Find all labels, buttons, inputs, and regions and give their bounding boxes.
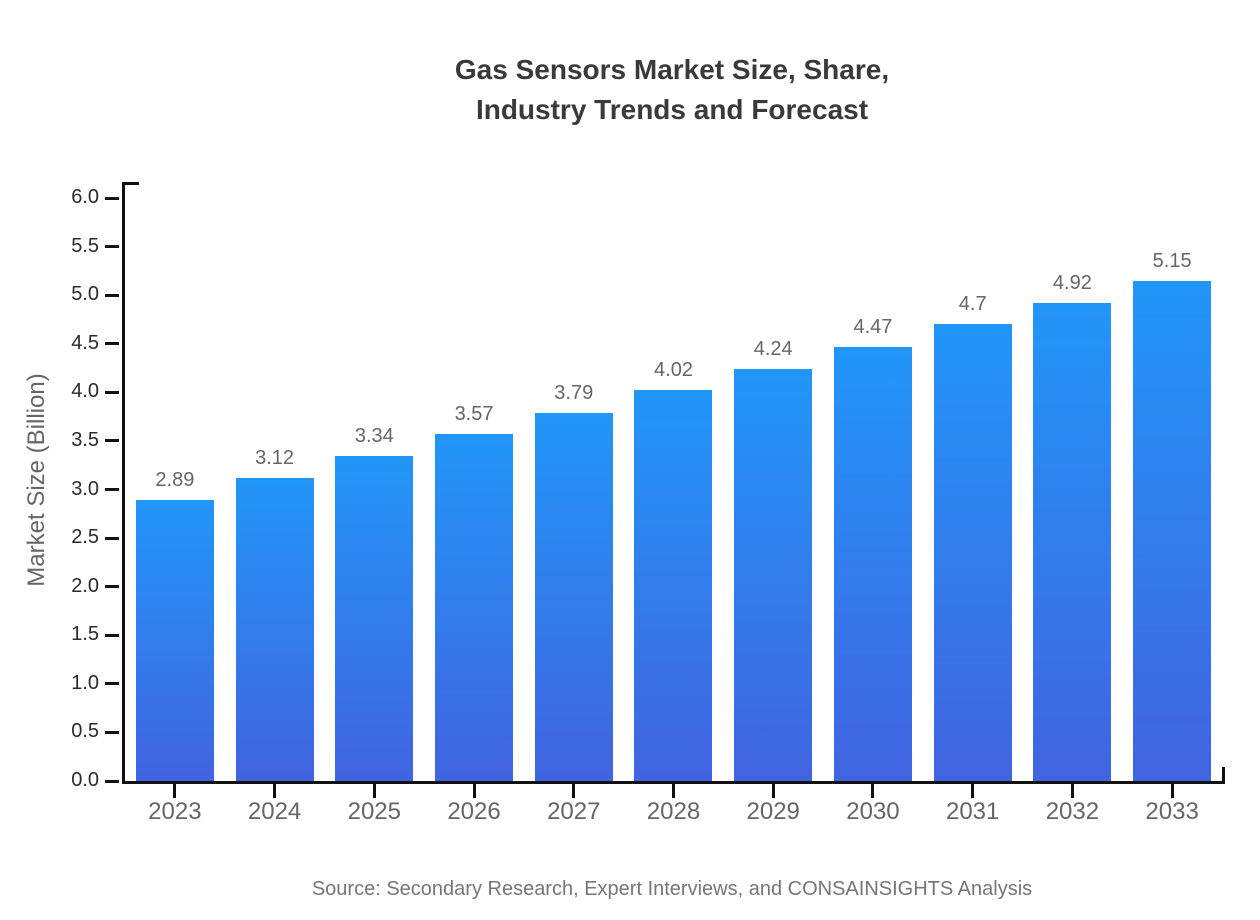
plot-area: 0.0 0.5 1.0 1.5 2.0 2.5 3.0 3.5 4.0 4.5 5.0 5.5 6.0 2… xyxy=(71,182,1225,825)
x-tick-label: 2026 xyxy=(447,798,501,825)
bar-value-label: 4.92 xyxy=(1052,271,1092,294)
chart-title-line-2: Industry Trends and Forecast xyxy=(475,94,869,125)
x-tick-label: 2031 xyxy=(945,798,1000,825)
y-tick-mark xyxy=(105,342,119,346)
bar-value-label: 3.57 xyxy=(454,403,494,426)
x-tick-label: 2032 xyxy=(1045,798,1100,825)
bar-band: 4.24 xyxy=(723,182,823,781)
y-tick-label: 0.5 xyxy=(71,720,99,743)
bar-band: 3.34 xyxy=(324,182,424,781)
bar-value-label: 4.24 xyxy=(753,338,793,361)
bar-value-label: 4.02 xyxy=(654,359,693,382)
x-tick-label: 2030 xyxy=(846,798,900,825)
y-tick-mark xyxy=(105,585,119,589)
bar-band: 4.92 xyxy=(1023,182,1123,781)
bar-value-label: 2.89 xyxy=(155,469,195,492)
x-tick-label: 2025 xyxy=(347,798,401,825)
bar-2025 xyxy=(335,456,414,781)
y-tick-label: 4.5 xyxy=(71,331,99,354)
x-tick-mark xyxy=(173,784,177,798)
y-tick-mark xyxy=(105,536,119,540)
x-tick-mark xyxy=(971,784,975,798)
y-axis-end-cap xyxy=(125,182,139,185)
bar-band: 4.47 xyxy=(823,182,923,781)
x-tick-label: 2028 xyxy=(646,798,701,825)
y-tick-label: 0.0 xyxy=(71,769,99,791)
y-tick-label: 1.5 xyxy=(71,623,99,646)
bar-band: 2.89 xyxy=(125,182,225,781)
x-tick-label: 2027 xyxy=(547,798,601,825)
y-tick-mark xyxy=(105,245,119,249)
chart-title-line-1: Gas Sensors Market Size, Share, xyxy=(454,54,890,85)
bar-band: 3.57 xyxy=(424,182,524,781)
y-tick-mark xyxy=(105,779,119,783)
y-tick-label: 3.5 xyxy=(71,428,99,451)
x-tick-mark xyxy=(472,784,476,798)
bar-band: 4.7 xyxy=(923,182,1023,781)
y-tick-label: 3.0 xyxy=(71,477,99,500)
y-tick-mark xyxy=(105,488,119,491)
bar-value-label: 3.12 xyxy=(255,446,295,469)
y-tick-label: 2.5 xyxy=(71,526,99,549)
y-tick-label: 2.0 xyxy=(71,574,99,597)
x-tick-mark xyxy=(672,784,675,798)
y-tick-mark xyxy=(105,730,119,734)
chart-title: Gas Sensors Market Size, Share, Industry… xyxy=(122,50,1222,130)
bar-value-label: 5.15 xyxy=(1152,249,1192,272)
x-tick-mark xyxy=(1070,784,1074,798)
bar-value-label: 4.47 xyxy=(853,315,893,338)
y-tick-mark xyxy=(105,633,119,637)
y-tick-mark xyxy=(105,682,119,686)
x-tick-label: 2033 xyxy=(1145,798,1199,825)
bar-2030 xyxy=(833,346,912,781)
bar-2033 xyxy=(1133,280,1212,781)
x-tick-mark xyxy=(871,784,875,798)
bar-band: 3.12 xyxy=(225,182,325,781)
bar-value-label: 3.79 xyxy=(554,381,594,404)
y-tick-label: 5.5 xyxy=(71,234,99,257)
y-tick-label: 5.0 xyxy=(71,283,99,306)
y-tick-label: 4.0 xyxy=(71,380,99,403)
bar-2027 xyxy=(534,412,613,781)
x-tick-label: 2023 xyxy=(148,798,202,825)
y-tick-mark xyxy=(105,439,119,443)
bar-band: 4.02 xyxy=(624,182,724,781)
bar-value-label: 4.7 xyxy=(958,293,987,316)
x-tick-mark xyxy=(771,784,775,798)
bar-2026 xyxy=(435,434,514,781)
x-tick-mark xyxy=(572,784,576,798)
source-text: Source: Secondary Research, Expert Inter… xyxy=(311,878,1033,900)
x-tick-label: 2029 xyxy=(746,798,800,825)
x-tick-mark xyxy=(372,784,376,798)
y-tick-mark xyxy=(105,390,119,394)
bar-2024 xyxy=(235,477,314,781)
bar-2023 xyxy=(135,500,214,781)
y-tick-label: 6.0 xyxy=(71,186,99,208)
y-tick-label: 1.0 xyxy=(71,671,99,694)
bar-band: 5.15 xyxy=(1122,182,1222,781)
bar-band: 3.79 xyxy=(524,182,624,781)
x-tick-mark xyxy=(273,784,277,798)
y-tick-mark xyxy=(105,196,119,200)
bar-2029 xyxy=(734,369,813,781)
y-tick-mark xyxy=(105,293,119,297)
x-tick-mark xyxy=(1170,784,1174,798)
bar-2032 xyxy=(1033,302,1112,781)
bar-value-label: 3.34 xyxy=(354,425,394,448)
bar-2028 xyxy=(634,390,713,781)
bar-2031 xyxy=(933,324,1012,781)
x-axis-end-cap xyxy=(1222,767,1225,781)
x-tick-label: 2024 xyxy=(247,798,302,825)
